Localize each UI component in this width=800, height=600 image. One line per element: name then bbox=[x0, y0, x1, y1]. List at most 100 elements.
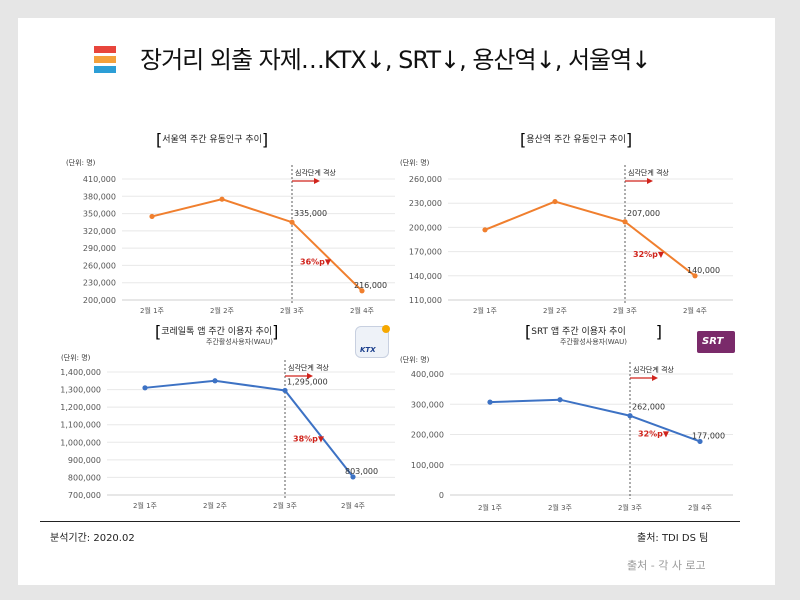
x-tick-label: 2월 1주 bbox=[478, 503, 503, 512]
title-logo-icon bbox=[94, 46, 116, 76]
y-tick-label: 380,000 bbox=[83, 192, 116, 201]
y-tick-label: 110,000 bbox=[409, 296, 442, 305]
data-point bbox=[219, 196, 225, 202]
chart-title-seoul: [서울역 주간 유동인구 추이] bbox=[156, 130, 269, 149]
data-label: 177,000 bbox=[692, 431, 725, 440]
y-tick-label: 410,000 bbox=[83, 175, 116, 184]
unit-label: (단위: 명) bbox=[400, 158, 430, 167]
data-label: 262,000 bbox=[632, 403, 665, 412]
series-line bbox=[484, 200, 696, 277]
y-tick-label: 260,000 bbox=[409, 175, 442, 184]
unit-label: (단위: 명) bbox=[400, 355, 430, 364]
y-tick-label: 900,000 bbox=[68, 456, 101, 465]
data-point bbox=[149, 213, 155, 220]
event-marker-label: 심각단계 격상 bbox=[295, 168, 336, 177]
series-line bbox=[489, 398, 701, 443]
y-tick-label: 0 bbox=[439, 491, 444, 500]
data-point bbox=[697, 438, 703, 445]
chart-korail-app: (단위: 명) 700,000 800,000 900,000 1,000,000 1,1… bbox=[60, 353, 395, 510]
unit-label: (단위: 명) bbox=[61, 353, 91, 362]
x-tick-label: 2월 4주 bbox=[350, 306, 375, 315]
y-tick-label: 200,000 bbox=[409, 223, 442, 232]
analysis-period: 분석기간: 2020.02 bbox=[50, 533, 135, 544]
data-point bbox=[212, 378, 218, 384]
change-annotation: 32%p▼ bbox=[633, 250, 665, 259]
y-tick-label: 100,000 bbox=[411, 461, 444, 470]
event-arrow-head-icon bbox=[307, 373, 313, 379]
data-point bbox=[552, 198, 558, 205]
x-tick-label: 2월 1주 bbox=[140, 306, 165, 315]
chart-title-korail: [코레일톡 앱 주간 이용자 추이] bbox=[155, 322, 279, 341]
page-title: 장거리 외출 자제…KTX↓, SRT↓, 용산역↓, 서울역↓ bbox=[140, 46, 651, 74]
data-point bbox=[359, 288, 365, 294]
y-tick-label: 1,300,000 bbox=[60, 386, 101, 395]
y-tick-label: 140,000 bbox=[409, 272, 442, 281]
chart-seoul-station: (단위: 명) 200,000 230,000 260,000 290,000 320,0… bbox=[66, 158, 395, 315]
event-marker-label: 심각단계 격상 bbox=[288, 363, 329, 372]
y-tick-label: 170,000 bbox=[409, 248, 442, 257]
y-tick-label: 230,000 bbox=[409, 199, 442, 208]
x-tick-label: 2월 2주 bbox=[203, 501, 228, 510]
y-tick-label: 260,000 bbox=[83, 261, 116, 270]
y-tick-label: 200,000 bbox=[411, 431, 444, 440]
change-annotation: 36%p▼ bbox=[300, 257, 332, 266]
footer-divider bbox=[40, 521, 740, 522]
y-tick-label: 1,200,000 bbox=[60, 403, 101, 412]
event-arrow-head-icon bbox=[314, 178, 320, 184]
x-tick-label: 2월 3주 bbox=[613, 306, 638, 315]
x-tick-label: 2월 4주 bbox=[688, 503, 713, 512]
source-text: 출처: TDI DS 팀 bbox=[637, 533, 709, 544]
data-label: 140,000 bbox=[687, 266, 720, 275]
x-tick-label: 2월 1주 bbox=[473, 306, 498, 315]
ktx-logo-text: KTX bbox=[360, 346, 376, 354]
y-tick-label: 230,000 bbox=[83, 279, 116, 288]
change-annotation: 38%p▼ bbox=[293, 435, 325, 444]
data-point bbox=[487, 399, 493, 405]
ktx-logo-dot-icon bbox=[382, 325, 390, 333]
chart-srt-app: (단위: 명) 0 100,000 200,000 300,000 400,000 2월 1… bbox=[400, 355, 733, 512]
y-tick-label: 290,000 bbox=[83, 244, 116, 253]
event-marker-label: 심각단계 격상 bbox=[633, 365, 674, 374]
event-arrow-head-icon bbox=[647, 178, 653, 184]
change-annotation: 32%p▼ bbox=[638, 430, 670, 439]
data-label: 803,000 bbox=[345, 467, 378, 476]
logo-bar-red bbox=[94, 46, 116, 53]
srt-logo-text: SRT bbox=[702, 336, 724, 347]
logo-bar-blue bbox=[94, 66, 116, 73]
chart-title-text: SRT 앱 주간 이용자 추이 bbox=[531, 327, 626, 337]
data-point bbox=[622, 219, 628, 225]
x-tick-label: 2월 1주 bbox=[133, 501, 158, 510]
y-tick-label: 1,100,000 bbox=[60, 421, 101, 430]
event-marker-label: 심각단계 격상 bbox=[628, 168, 669, 177]
chart-subtitle-korail: 주간활성사용자(WAU) bbox=[206, 338, 273, 346]
series-line bbox=[144, 379, 354, 478]
data-point bbox=[557, 397, 563, 403]
data-point bbox=[282, 387, 288, 394]
y-tick-label: 1,400,000 bbox=[60, 368, 101, 377]
data-label: 335,000 bbox=[294, 209, 327, 218]
x-tick-label: 2월 3주 bbox=[618, 503, 643, 512]
chart-title-text: 코레일톡 앱 주간 이용자 추이 bbox=[161, 327, 273, 337]
chart-title-yongsan: [용산역 주간 유동인구 추이] bbox=[520, 130, 633, 149]
chart-title-srt: [SRT 앱 주간 이용자 추이] bbox=[525, 322, 662, 341]
data-label: 207,000 bbox=[627, 209, 660, 218]
y-tick-label: 400,000 bbox=[411, 370, 444, 379]
slide bbox=[18, 18, 775, 585]
y-tick-label: 350,000 bbox=[83, 210, 116, 219]
y-tick-label: 800,000 bbox=[68, 473, 101, 482]
data-point bbox=[142, 385, 148, 391]
chart-subtitle-srt: 주간활성사용자(WAU) bbox=[560, 338, 627, 346]
data-point bbox=[289, 219, 295, 225]
chart-title-text: 용산역 주간 유동인구 추이 bbox=[526, 135, 626, 145]
x-tick-label: 2월 3주 bbox=[548, 503, 573, 512]
y-tick-label: 200,000 bbox=[83, 296, 116, 305]
data-point bbox=[482, 227, 488, 233]
data-point bbox=[692, 273, 698, 279]
srt-logo: SRT bbox=[697, 331, 735, 353]
data-label: 216,000 bbox=[354, 281, 387, 290]
x-tick-label: 2월 3주 bbox=[280, 306, 305, 315]
ktx-logo: KTX bbox=[355, 325, 390, 358]
y-tick-label: 1,000,000 bbox=[60, 438, 101, 447]
event-arrow-head-icon bbox=[652, 375, 658, 381]
logo-source-text: 출처 - 각 사 로고 bbox=[627, 559, 706, 572]
